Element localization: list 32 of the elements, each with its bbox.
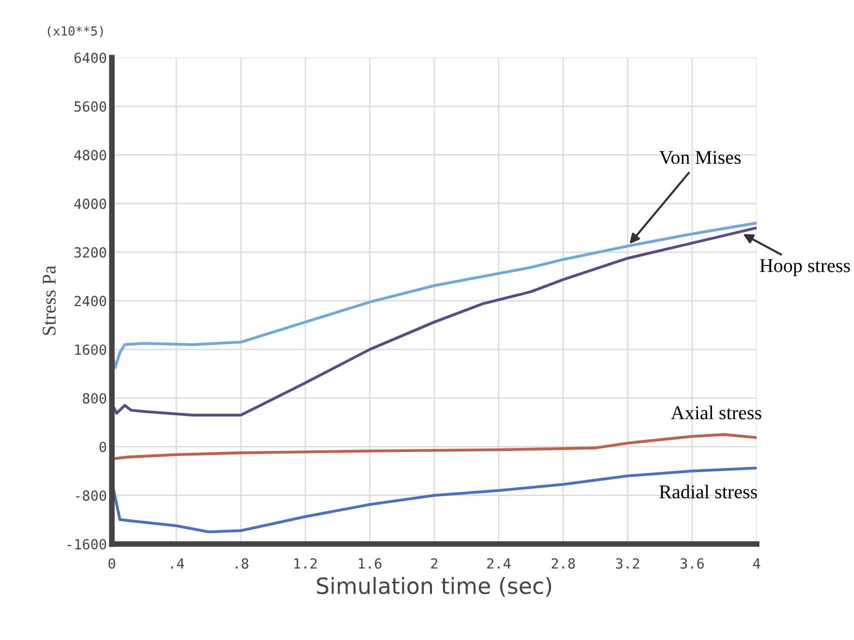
y-tick-label: 6400 <box>74 52 106 64</box>
x-tick-label: 1.2 <box>294 558 317 569</box>
x-tick-label: 2.4 <box>487 558 511 569</box>
y-tick-label: 5600 <box>74 101 106 112</box>
line-series <box>112 466 757 534</box>
y-tick-label: 3200 <box>74 247 106 258</box>
series-label: Radial stress <box>659 484 757 498</box>
x-tick-label: 1.6 <box>358 558 382 569</box>
x-tick-label: 0 <box>108 558 116 569</box>
y-tick-label: 1600 <box>75 344 106 355</box>
y-tick-label: 2400 <box>74 296 106 306</box>
x-tick-label: 3.6 <box>680 558 704 569</box>
text: (x10**5) <box>48 26 103 38</box>
text: Von Mises <box>659 150 741 164</box>
y-tick-label: 0 <box>100 442 106 452</box>
x-tick-label: 3.2 <box>616 558 640 569</box>
y-tick-label: 4800 <box>74 150 106 160</box>
series-label: Axial stress <box>670 406 762 420</box>
x-tick-label: .8 <box>236 558 248 569</box>
y-tick-label: 800 <box>82 393 106 404</box>
y-tick-label: -800 <box>76 490 106 501</box>
line-series <box>112 433 757 460</box>
x-tick-label: 2.8 <box>552 558 575 569</box>
x-tick-label: .4 <box>171 558 184 569</box>
x-axis-title: Simulation time (sec) <box>316 576 552 597</box>
x-tick-label: 4 <box>753 558 760 569</box>
x-tick-label: 2 <box>431 558 438 569</box>
series-label: Hoop stress <box>760 259 850 276</box>
y-axis-title: Stress Pa <box>42 266 56 335</box>
y-tick-label: 4000 <box>74 198 106 210</box>
line-series <box>112 222 757 370</box>
y-tick-label: -1600 <box>68 539 106 550</box>
